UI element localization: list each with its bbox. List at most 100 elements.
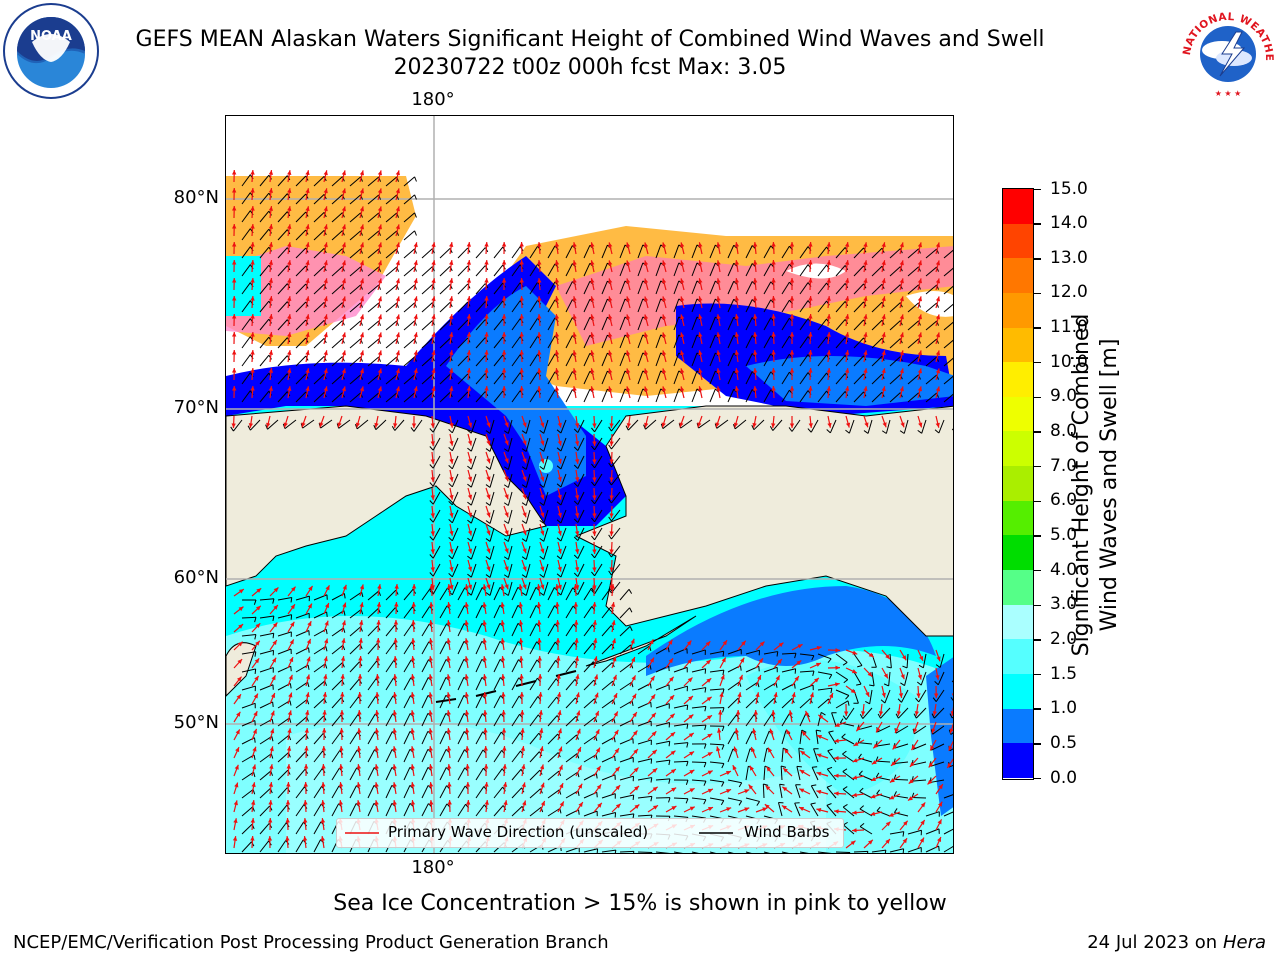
colorbar-band <box>1003 189 1033 224</box>
wind-barb <box>835 851 851 853</box>
wave-direction-arrow <box>233 711 241 723</box>
wave-direction-arrow <box>428 638 434 651</box>
wind-barb <box>601 793 616 799</box>
wind-barb <box>637 851 653 853</box>
wave-direction-arrow <box>557 541 562 554</box>
wave-direction-arrow <box>521 541 527 554</box>
wave-direction-arrow <box>647 730 657 741</box>
wind-barb <box>817 851 832 853</box>
wave-direction-arrow <box>716 746 721 759</box>
wave-direction-arrow <box>232 385 237 399</box>
wave-direction-arrow <box>250 259 255 273</box>
wave-direction-arrow <box>413 350 418 363</box>
wave-direction-arrow <box>935 836 942 849</box>
wave-direction-arrow <box>555 584 560 597</box>
wave-direction-arrow <box>701 659 712 669</box>
wave-direction-arrow <box>608 368 613 381</box>
wave-direction-arrow <box>521 469 527 482</box>
wave-direction-arrow <box>611 784 621 795</box>
wave-direction-arrow <box>337 415 343 428</box>
wind-barb <box>573 419 585 433</box>
wave-direction-arrow <box>845 415 851 428</box>
wave-direction-arrow <box>575 783 583 795</box>
wave-direction-arrow <box>251 710 258 723</box>
wave-direction-arrow <box>395 350 400 363</box>
wave-direction-arrow <box>251 605 262 615</box>
wave-direction-arrow <box>251 587 262 597</box>
wind-barb <box>619 813 635 819</box>
wave-direction-arrow <box>572 314 577 327</box>
wave-direction-arrow <box>484 349 489 363</box>
wave-direction-arrow <box>503 451 509 464</box>
wind-barb <box>556 437 567 452</box>
wave-direction-arrow <box>753 314 758 327</box>
wave-direction-arrow <box>377 296 383 309</box>
wave-direction-arrow <box>323 242 328 255</box>
wind-barb <box>811 766 819 781</box>
wave-direction-arrow <box>773 675 781 687</box>
wave-direction-arrow <box>881 415 887 428</box>
wind-barb <box>727 851 734 853</box>
colorbar-tick-label: 10.0 <box>1050 351 1088 372</box>
wave-direction-arrow <box>305 260 310 273</box>
wave-direction-arrow <box>899 314 904 327</box>
wave-direction-arrow <box>629 748 639 759</box>
wave-direction-arrow <box>661 260 667 273</box>
wave-direction-arrow <box>430 559 435 572</box>
wave-direction-arrow <box>949 723 953 734</box>
wave-direction-arrow <box>844 278 850 291</box>
wind-barb <box>691 851 699 853</box>
wave-direction-arrow <box>357 691 362 705</box>
colorbar-tick-label: 13.0 <box>1050 247 1088 268</box>
wind-barb <box>918 653 927 669</box>
wind-barb <box>859 787 873 799</box>
wave-direction-arrow <box>319 415 325 428</box>
wave-direction-arrow <box>521 577 527 590</box>
wave-direction-arrow <box>305 603 313 615</box>
wind-barb <box>467 563 477 578</box>
wave-direction-arrow <box>503 541 509 554</box>
wave-direction-arrow <box>233 746 240 759</box>
wave-direction-arrow <box>752 728 757 741</box>
wind-barb <box>619 775 634 782</box>
wave-direction-arrow <box>484 241 489 255</box>
wind-barb <box>448 455 459 470</box>
wave-direction-arrow <box>591 583 597 597</box>
wave-direction-arrow <box>899 368 904 381</box>
wave-direction-arrow <box>826 386 831 399</box>
wave-direction-arrow <box>907 793 919 802</box>
wave-direction-arrow <box>737 640 747 651</box>
wind-barb <box>943 267 953 277</box>
wave-direction-arrow <box>683 787 695 795</box>
wave-direction-arrow <box>393 674 398 687</box>
wave-direction-arrow <box>340 656 346 669</box>
wave-direction-arrow <box>268 368 274 381</box>
wind-barb <box>467 491 477 506</box>
wave-direction-arrow <box>411 583 417 597</box>
wave-direction-arrow <box>483 709 488 723</box>
wave-direction-arrow <box>285 817 290 831</box>
wind-barb <box>467 473 477 488</box>
wind-barb <box>295 681 310 691</box>
wind-barb <box>277 596 293 603</box>
wave-direction-arrow <box>393 619 399 633</box>
wave-direction-arrow <box>935 415 940 428</box>
wave-direction-arrow <box>773 642 784 651</box>
wave-direction-arrow <box>554 368 560 381</box>
wave-direction-arrow <box>539 800 546 813</box>
wave-direction-arrow <box>870 793 883 799</box>
wave-direction-arrow <box>231 415 236 429</box>
wave-direction-arrow <box>323 656 328 669</box>
wave-direction-arrow <box>661 350 667 363</box>
wind-barb <box>925 828 940 835</box>
wave-direction-arrow <box>250 187 255 201</box>
wind-barb <box>241 634 257 640</box>
wave-direction-arrow <box>791 675 800 687</box>
wind-barb <box>608 437 621 450</box>
wave-direction-arrow <box>394 601 399 615</box>
wave-direction-arrow <box>359 584 365 597</box>
wave-direction-arrow <box>557 746 563 759</box>
wave-direction-arrow <box>647 767 658 777</box>
wind-barb <box>591 545 603 559</box>
wave-direction-arrow <box>269 675 276 687</box>
